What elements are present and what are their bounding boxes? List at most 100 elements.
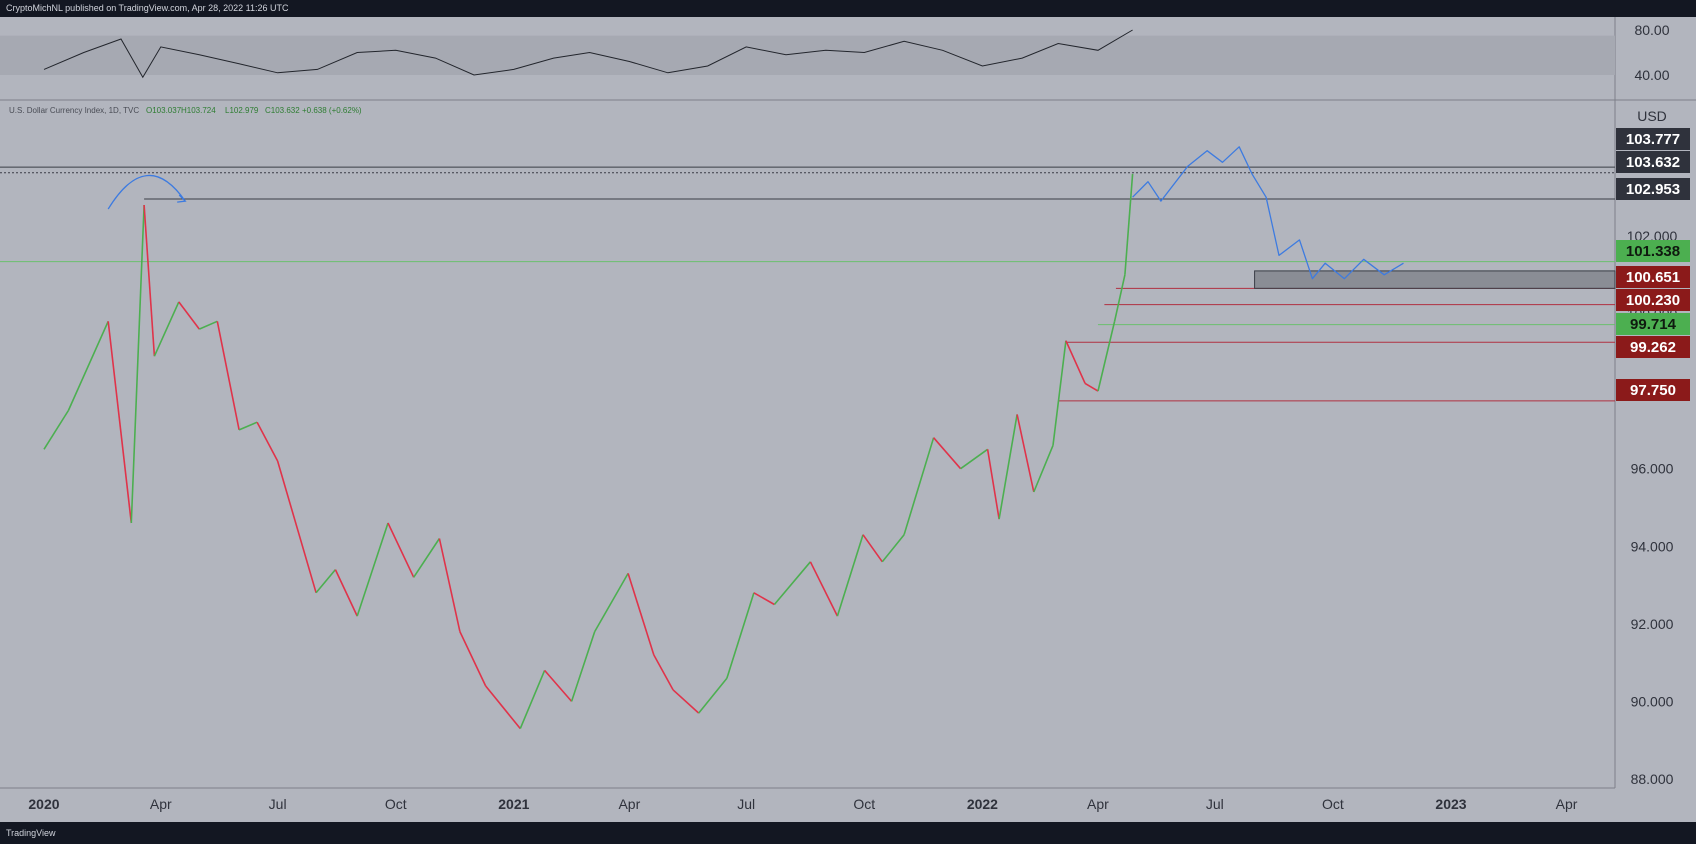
price-segment <box>413 538 441 578</box>
price-label-text: 97.750 <box>1630 382 1676 399</box>
price-segment <box>960 448 989 470</box>
price-segment <box>484 685 521 730</box>
time-tick-label: Jul <box>737 796 755 812</box>
price-label: 102.953 <box>1616 178 1690 200</box>
price-segment <box>334 569 358 617</box>
price-label-text: 100.651 <box>1626 269 1680 286</box>
price-label-bg <box>1616 266 1690 288</box>
price-label: 103.632 <box>1616 151 1690 173</box>
price-segment <box>862 534 883 563</box>
price-tick-label: 88.000 <box>1631 771 1674 787</box>
legend-close: C103.632 <box>265 106 300 115</box>
legend-high: H103.724 <box>181 106 216 115</box>
price-label-bg <box>1616 336 1690 358</box>
price-segment <box>1084 382 1099 392</box>
price-segment <box>67 320 109 411</box>
price-segment <box>276 460 317 594</box>
price-tick-label: 90.000 <box>1631 693 1674 709</box>
price-segment <box>1033 445 1054 493</box>
time-tick-label: 2022 <box>967 796 998 812</box>
price-segment <box>903 437 935 535</box>
price-label-text: 101.338 <box>1626 243 1680 260</box>
price-label-text: 100.230 <box>1626 292 1680 309</box>
time-tick-label: Apr <box>618 796 640 812</box>
price-segment <box>1097 321 1116 392</box>
time-tick-label: 2023 <box>1435 796 1466 812</box>
oscillator-pane: 80.00 40.00 <box>0 22 1670 83</box>
time-tick-label: Oct <box>853 796 875 812</box>
price-segment <box>216 321 240 431</box>
price-label-bg <box>1616 178 1690 200</box>
price-segment <box>543 669 573 702</box>
price-segment <box>387 522 415 578</box>
price-label: 100.230 <box>1616 289 1690 311</box>
bottom-bar: TradingView <box>0 822 1696 844</box>
price-segment <box>672 689 700 714</box>
price-segment <box>178 301 200 330</box>
price-label-bg <box>1616 240 1690 262</box>
price-segment <box>153 301 180 357</box>
time-tick-label: 2020 <box>28 796 59 812</box>
price-label-text: 103.632 <box>1626 154 1680 171</box>
price-segment <box>143 204 156 357</box>
oscillator-tick-label: 40.00 <box>1634 67 1669 83</box>
legend-change: +0.638 (+0.62%) <box>302 106 362 115</box>
price-segment <box>753 592 775 606</box>
price-label-bg <box>1616 151 1690 173</box>
legend-low: L102.979 <box>225 106 259 115</box>
price-segment <box>256 421 279 462</box>
price-segment <box>594 573 629 632</box>
price-segment <box>1052 340 1067 446</box>
price-segment <box>356 522 389 617</box>
price-segment <box>1016 414 1035 493</box>
price-segment <box>1065 340 1086 384</box>
price-labels: 103.777 103.632 102.953 101.338 100.651 100.2… <box>1616 128 1690 401</box>
price-label-bg <box>1616 128 1690 150</box>
time-tick-label: Apr <box>1087 796 1109 812</box>
price-segment <box>107 321 133 524</box>
price-segment <box>315 569 337 594</box>
price-segment <box>570 631 596 702</box>
price-segment <box>43 410 70 450</box>
price-segment <box>881 534 905 563</box>
price-segment <box>698 677 728 714</box>
price-segment <box>1124 173 1134 275</box>
attribution-text: CryptoMichNL published on TradingView.co… <box>6 3 289 13</box>
price-label-text: 102.953 <box>1626 181 1680 198</box>
price-segment <box>998 414 1018 520</box>
price-label-text: 99.262 <box>1630 339 1676 356</box>
price-label-bg <box>1616 379 1690 401</box>
top-bar: CryptoMichNL published on TradingView.co… <box>0 0 1696 17</box>
price-label: 97.750 <box>1616 379 1690 401</box>
price-segment <box>198 320 218 330</box>
price-label: 99.262 <box>1616 336 1690 358</box>
price-segment <box>726 592 755 679</box>
price-segment <box>653 654 674 691</box>
time-tick-label: Oct <box>385 796 407 812</box>
price-label-bg <box>1616 289 1690 311</box>
price-tick-label: 94.000 <box>1631 538 1674 554</box>
oscillator-tick-label: 80.00 <box>1634 22 1669 38</box>
plot-background <box>0 17 1615 822</box>
arc-annotation <box>107 174 186 210</box>
price-segment <box>459 631 487 687</box>
price-segment <box>809 561 839 617</box>
time-tick-label: 2021 <box>498 796 529 812</box>
time-tick-label: Oct <box>1322 796 1344 812</box>
oscillator-band <box>0 35 1615 75</box>
price-segment <box>519 670 546 729</box>
price-label: 100.651 <box>1616 266 1690 288</box>
price-tick-label: 96.000 <box>1631 461 1674 477</box>
time-tick-label: Apr <box>1556 796 1578 812</box>
arc-arrowhead <box>177 194 187 203</box>
price-segment <box>238 421 258 431</box>
price-segment <box>986 449 1000 520</box>
price-segment <box>1113 274 1126 322</box>
time-tick-label: Jul <box>1206 796 1224 812</box>
price-label: 99.714 <box>1616 313 1690 335</box>
price-series <box>43 173 1134 730</box>
symbol-legend: U.S. Dollar Currency Index, 1D, TVC O103… <box>9 106 362 115</box>
horizontal-lines <box>0 166 1616 402</box>
